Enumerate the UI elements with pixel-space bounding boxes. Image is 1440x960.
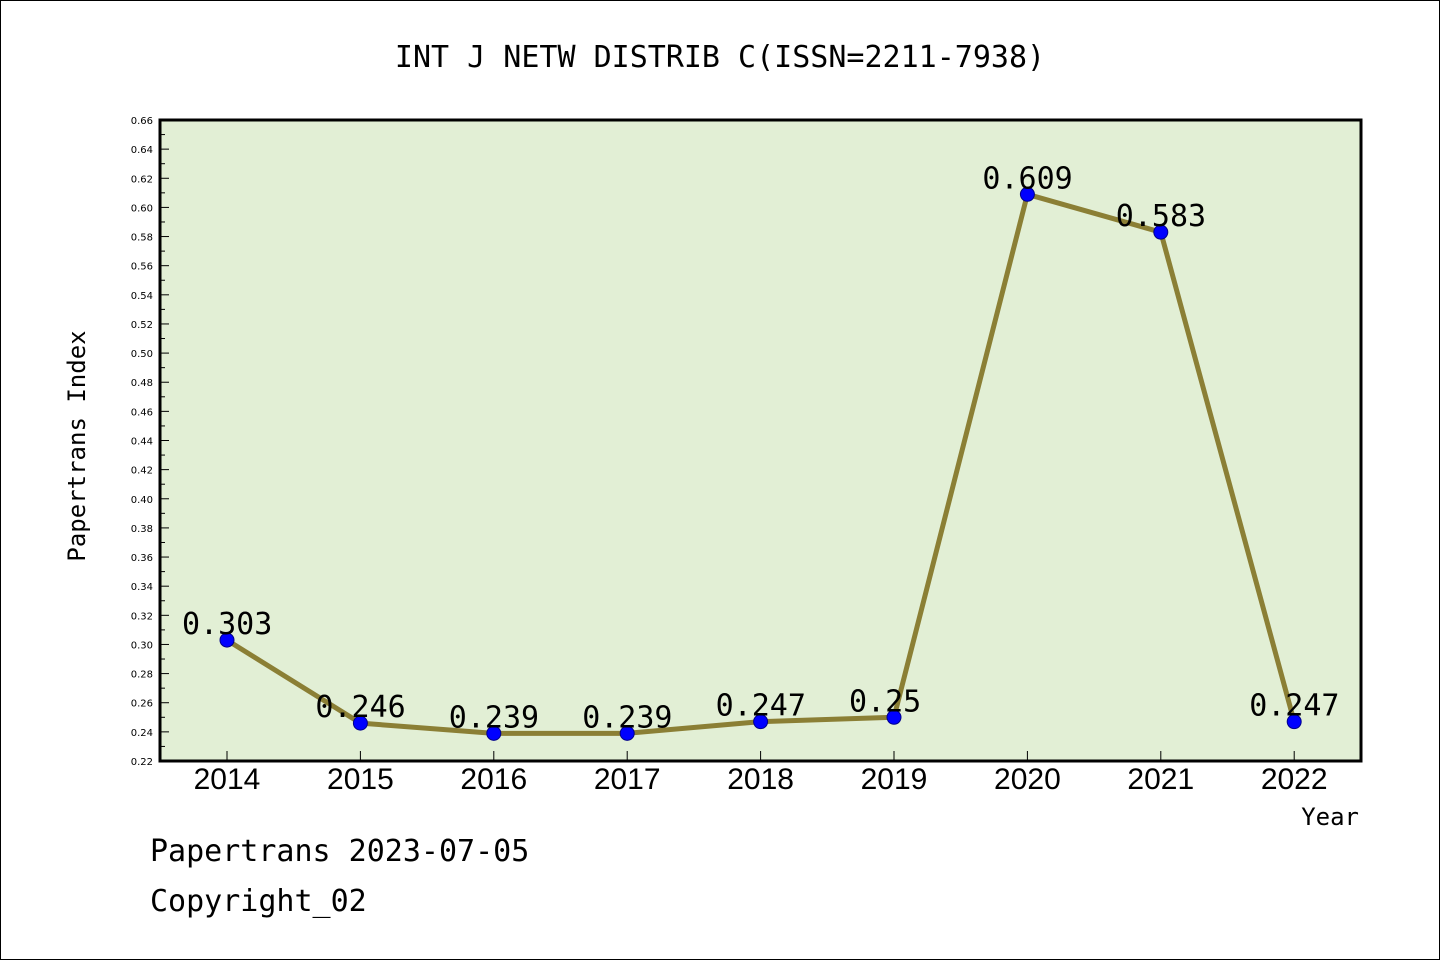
y-tick-label: 0.32 — [131, 611, 153, 622]
y-tick-label: 0.46 — [131, 407, 153, 418]
y-tick-label: 0.66 — [131, 116, 153, 127]
data-point — [1286, 714, 1302, 730]
y-tick-label: 0.38 — [131, 524, 153, 535]
y-tick-label: 0.28 — [131, 670, 153, 681]
y-tick-label: 0.36 — [131, 553, 153, 564]
x-tick-label: 2015 — [327, 763, 394, 796]
y-tick-label: 0.24 — [131, 728, 153, 739]
data-point — [352, 715, 368, 731]
data-point — [1153, 224, 1169, 240]
y-tick-label: 0.22 — [131, 757, 153, 768]
y-axis-label: Papertrans Index — [63, 330, 91, 561]
y-tick-label: 0.64 — [131, 145, 153, 156]
data-point — [753, 714, 769, 730]
data-label: 0.247 — [1249, 689, 1339, 724]
data-label: 0.247 — [716, 689, 806, 724]
footer-date: Papertrans 2023-07-05 — [150, 834, 530, 869]
y-tick-label: 0.62 — [131, 174, 153, 185]
x-tick-label: 2014 — [194, 763, 261, 796]
data-label: 0.239 — [449, 700, 539, 735]
data-label: 0.25 — [849, 684, 921, 719]
x-axis-label: Year — [1301, 803, 1359, 831]
x-tick-label: 2018 — [727, 763, 794, 796]
data-label: 0.583 — [1116, 199, 1206, 234]
data-labels: 0.303 0.246 0.239 0.239 0.247 0.25 0.609 0.583 0… — [182, 161, 1340, 735]
x-tick-label: 2016 — [460, 763, 527, 796]
series-line — [219, 186, 1302, 741]
y-tick-label: 0.50 — [131, 349, 153, 360]
y-tick-label: 0.54 — [131, 291, 153, 302]
x-tick-label: 2022 — [1261, 763, 1328, 796]
x-axis-ticks: 2014 2015 2016 2017 2018 2019 2020 2021 2022 — [194, 751, 1328, 796]
data-label: 0.239 — [582, 700, 672, 735]
y-tick-label: 0.34 — [131, 582, 153, 593]
x-tick-label: 2021 — [1127, 763, 1194, 796]
y-tick-label: 0.60 — [131, 203, 153, 214]
footer-copyright: Copyright_02 — [150, 884, 367, 919]
x-tick-label: 2017 — [594, 763, 661, 796]
data-point — [619, 725, 635, 741]
y-axis-ticks: 0.22 0.24 0.26 0.28 0.30 0.32 0.34 0.36 0.38 0.40… — [131, 116, 169, 768]
chart-title: INT J NETW DISTRIB C(ISSN=2211-7938) — [395, 40, 1045, 75]
y-tick-label: 0.58 — [131, 233, 153, 244]
data-label: 0.609 — [982, 161, 1072, 196]
x-tick-label: 2020 — [994, 763, 1061, 796]
x-tick-label: 2019 — [861, 763, 928, 796]
data-label: 0.303 — [182, 607, 272, 642]
y-tick-label: 0.56 — [131, 262, 153, 273]
data-point — [886, 709, 902, 725]
y-tick-label: 0.48 — [131, 378, 153, 389]
y-tick-label: 0.42 — [131, 466, 153, 477]
data-point — [486, 725, 502, 741]
y-tick-label: 0.40 — [131, 495, 153, 506]
data-point — [1019, 186, 1035, 202]
y-tick-label: 0.30 — [131, 640, 153, 651]
y-tick-label: 0.52 — [131, 320, 153, 331]
data-label: 0.246 — [315, 690, 405, 725]
y-tick-label: 0.44 — [131, 437, 153, 448]
y-tick-label: 0.26 — [131, 699, 153, 710]
data-point — [219, 632, 235, 648]
